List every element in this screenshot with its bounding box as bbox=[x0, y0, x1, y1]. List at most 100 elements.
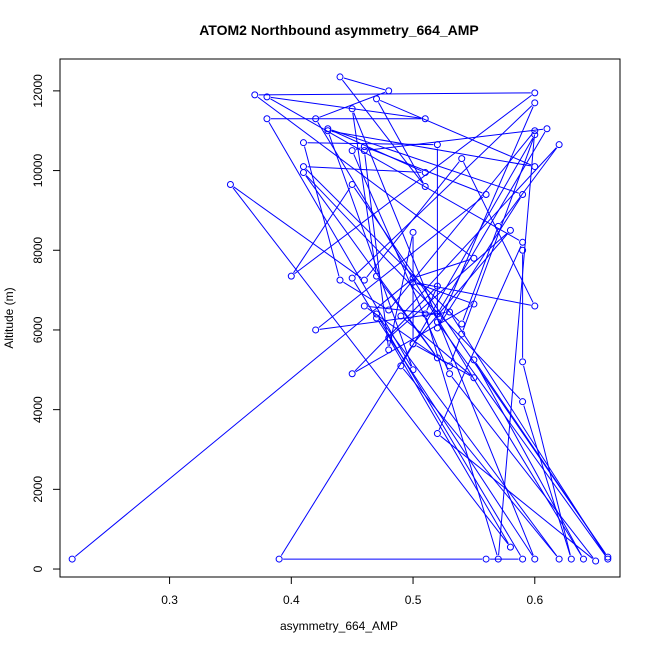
series-segment bbox=[438, 131, 546, 311]
data-point bbox=[373, 272, 381, 280]
series-segment bbox=[342, 79, 424, 184]
series-segment bbox=[438, 245, 522, 431]
series-segment bbox=[294, 94, 532, 275]
data-point bbox=[519, 190, 527, 198]
data-point bbox=[555, 141, 563, 149]
data-point bbox=[348, 274, 356, 282]
data-point bbox=[519, 398, 527, 406]
data-point bbox=[531, 127, 539, 135]
data-point bbox=[385, 334, 393, 342]
data-point bbox=[348, 147, 356, 155]
series-segment bbox=[305, 169, 460, 322]
series-segment bbox=[439, 324, 606, 557]
data-point bbox=[458, 155, 466, 163]
data-point bbox=[531, 89, 539, 97]
series-segment bbox=[305, 175, 521, 400]
data-point bbox=[567, 555, 575, 563]
data-point bbox=[360, 143, 368, 151]
series-segment bbox=[353, 112, 534, 556]
series-segment bbox=[378, 102, 424, 184]
data-point bbox=[604, 553, 612, 561]
series-segment bbox=[402, 137, 534, 363]
series-segment bbox=[403, 368, 557, 557]
data-point bbox=[226, 181, 234, 189]
series-points bbox=[68, 73, 612, 565]
series-segment bbox=[367, 307, 447, 364]
data-point bbox=[409, 340, 417, 348]
series-segment bbox=[378, 316, 558, 557]
data-point bbox=[385, 87, 393, 95]
series-segment bbox=[439, 197, 521, 325]
series-segment bbox=[331, 129, 422, 172]
data-point bbox=[506, 226, 514, 234]
data-point bbox=[287, 272, 295, 280]
series-segment bbox=[293, 187, 351, 274]
series-segment bbox=[416, 345, 471, 377]
data-point bbox=[397, 312, 405, 320]
plot-frame bbox=[59, 58, 621, 578]
series-segment bbox=[280, 347, 412, 556]
data-point bbox=[348, 105, 356, 113]
data-point bbox=[421, 115, 429, 123]
series-segment bbox=[331, 129, 519, 194]
data-point bbox=[592, 557, 600, 565]
data-point bbox=[336, 73, 344, 81]
series-segment bbox=[258, 92, 531, 96]
data-point bbox=[373, 314, 381, 322]
data-point bbox=[312, 326, 320, 334]
y-axis: 0 2000 4000 6000 8000 10000 12000 bbox=[31, 74, 60, 572]
data-point bbox=[251, 91, 259, 99]
data-point bbox=[494, 555, 502, 563]
series-segment bbox=[368, 128, 544, 151]
series-segment bbox=[389, 236, 413, 347]
data-point bbox=[299, 169, 307, 177]
data-point bbox=[373, 95, 381, 103]
data-point bbox=[543, 125, 551, 133]
series-segment bbox=[270, 96, 422, 119]
data-point bbox=[470, 374, 478, 382]
data-point bbox=[409, 366, 417, 374]
x-tick-label: 0.5 bbox=[405, 593, 422, 607]
series-segment bbox=[462, 229, 498, 321]
data-point bbox=[531, 302, 539, 310]
series-segment bbox=[523, 365, 571, 556]
data-point bbox=[360, 302, 368, 310]
series-segment bbox=[232, 187, 509, 545]
series-segment bbox=[416, 258, 471, 278]
series-segment bbox=[304, 146, 340, 277]
series-segment bbox=[331, 130, 531, 167]
x-tick-label: 0.4 bbox=[283, 593, 300, 607]
data-point bbox=[336, 276, 344, 284]
series-segment bbox=[440, 435, 593, 559]
data-point bbox=[446, 370, 454, 378]
y-tick-label: 0 bbox=[31, 565, 45, 572]
data-point bbox=[470, 300, 478, 308]
data-point bbox=[446, 308, 454, 316]
series-segment bbox=[307, 166, 422, 173]
data-point bbox=[482, 555, 490, 563]
data-point bbox=[433, 430, 441, 438]
data-point bbox=[409, 274, 417, 282]
series-segment bbox=[268, 121, 412, 367]
data-point bbox=[579, 555, 587, 563]
data-point bbox=[433, 354, 441, 362]
chart-title: ATOM2 Northbound asymmetry_664_AMP bbox=[199, 22, 479, 38]
data-point bbox=[263, 115, 271, 123]
data-point bbox=[604, 555, 612, 563]
series-segment bbox=[364, 154, 389, 346]
data-point bbox=[519, 358, 527, 366]
data-point bbox=[324, 125, 332, 133]
data-point bbox=[409, 278, 417, 286]
y-tick-label: 10000 bbox=[31, 154, 45, 188]
data-point bbox=[555, 555, 563, 563]
data-point bbox=[360, 147, 368, 155]
y-tick-label: 6000 bbox=[31, 316, 45, 343]
data-point bbox=[299, 139, 307, 147]
data-point bbox=[348, 370, 356, 378]
y-tick-label: 2000 bbox=[31, 476, 45, 503]
series-segment bbox=[378, 321, 534, 556]
series-segment bbox=[500, 147, 558, 224]
data-point bbox=[531, 555, 539, 563]
data-point bbox=[348, 181, 356, 189]
